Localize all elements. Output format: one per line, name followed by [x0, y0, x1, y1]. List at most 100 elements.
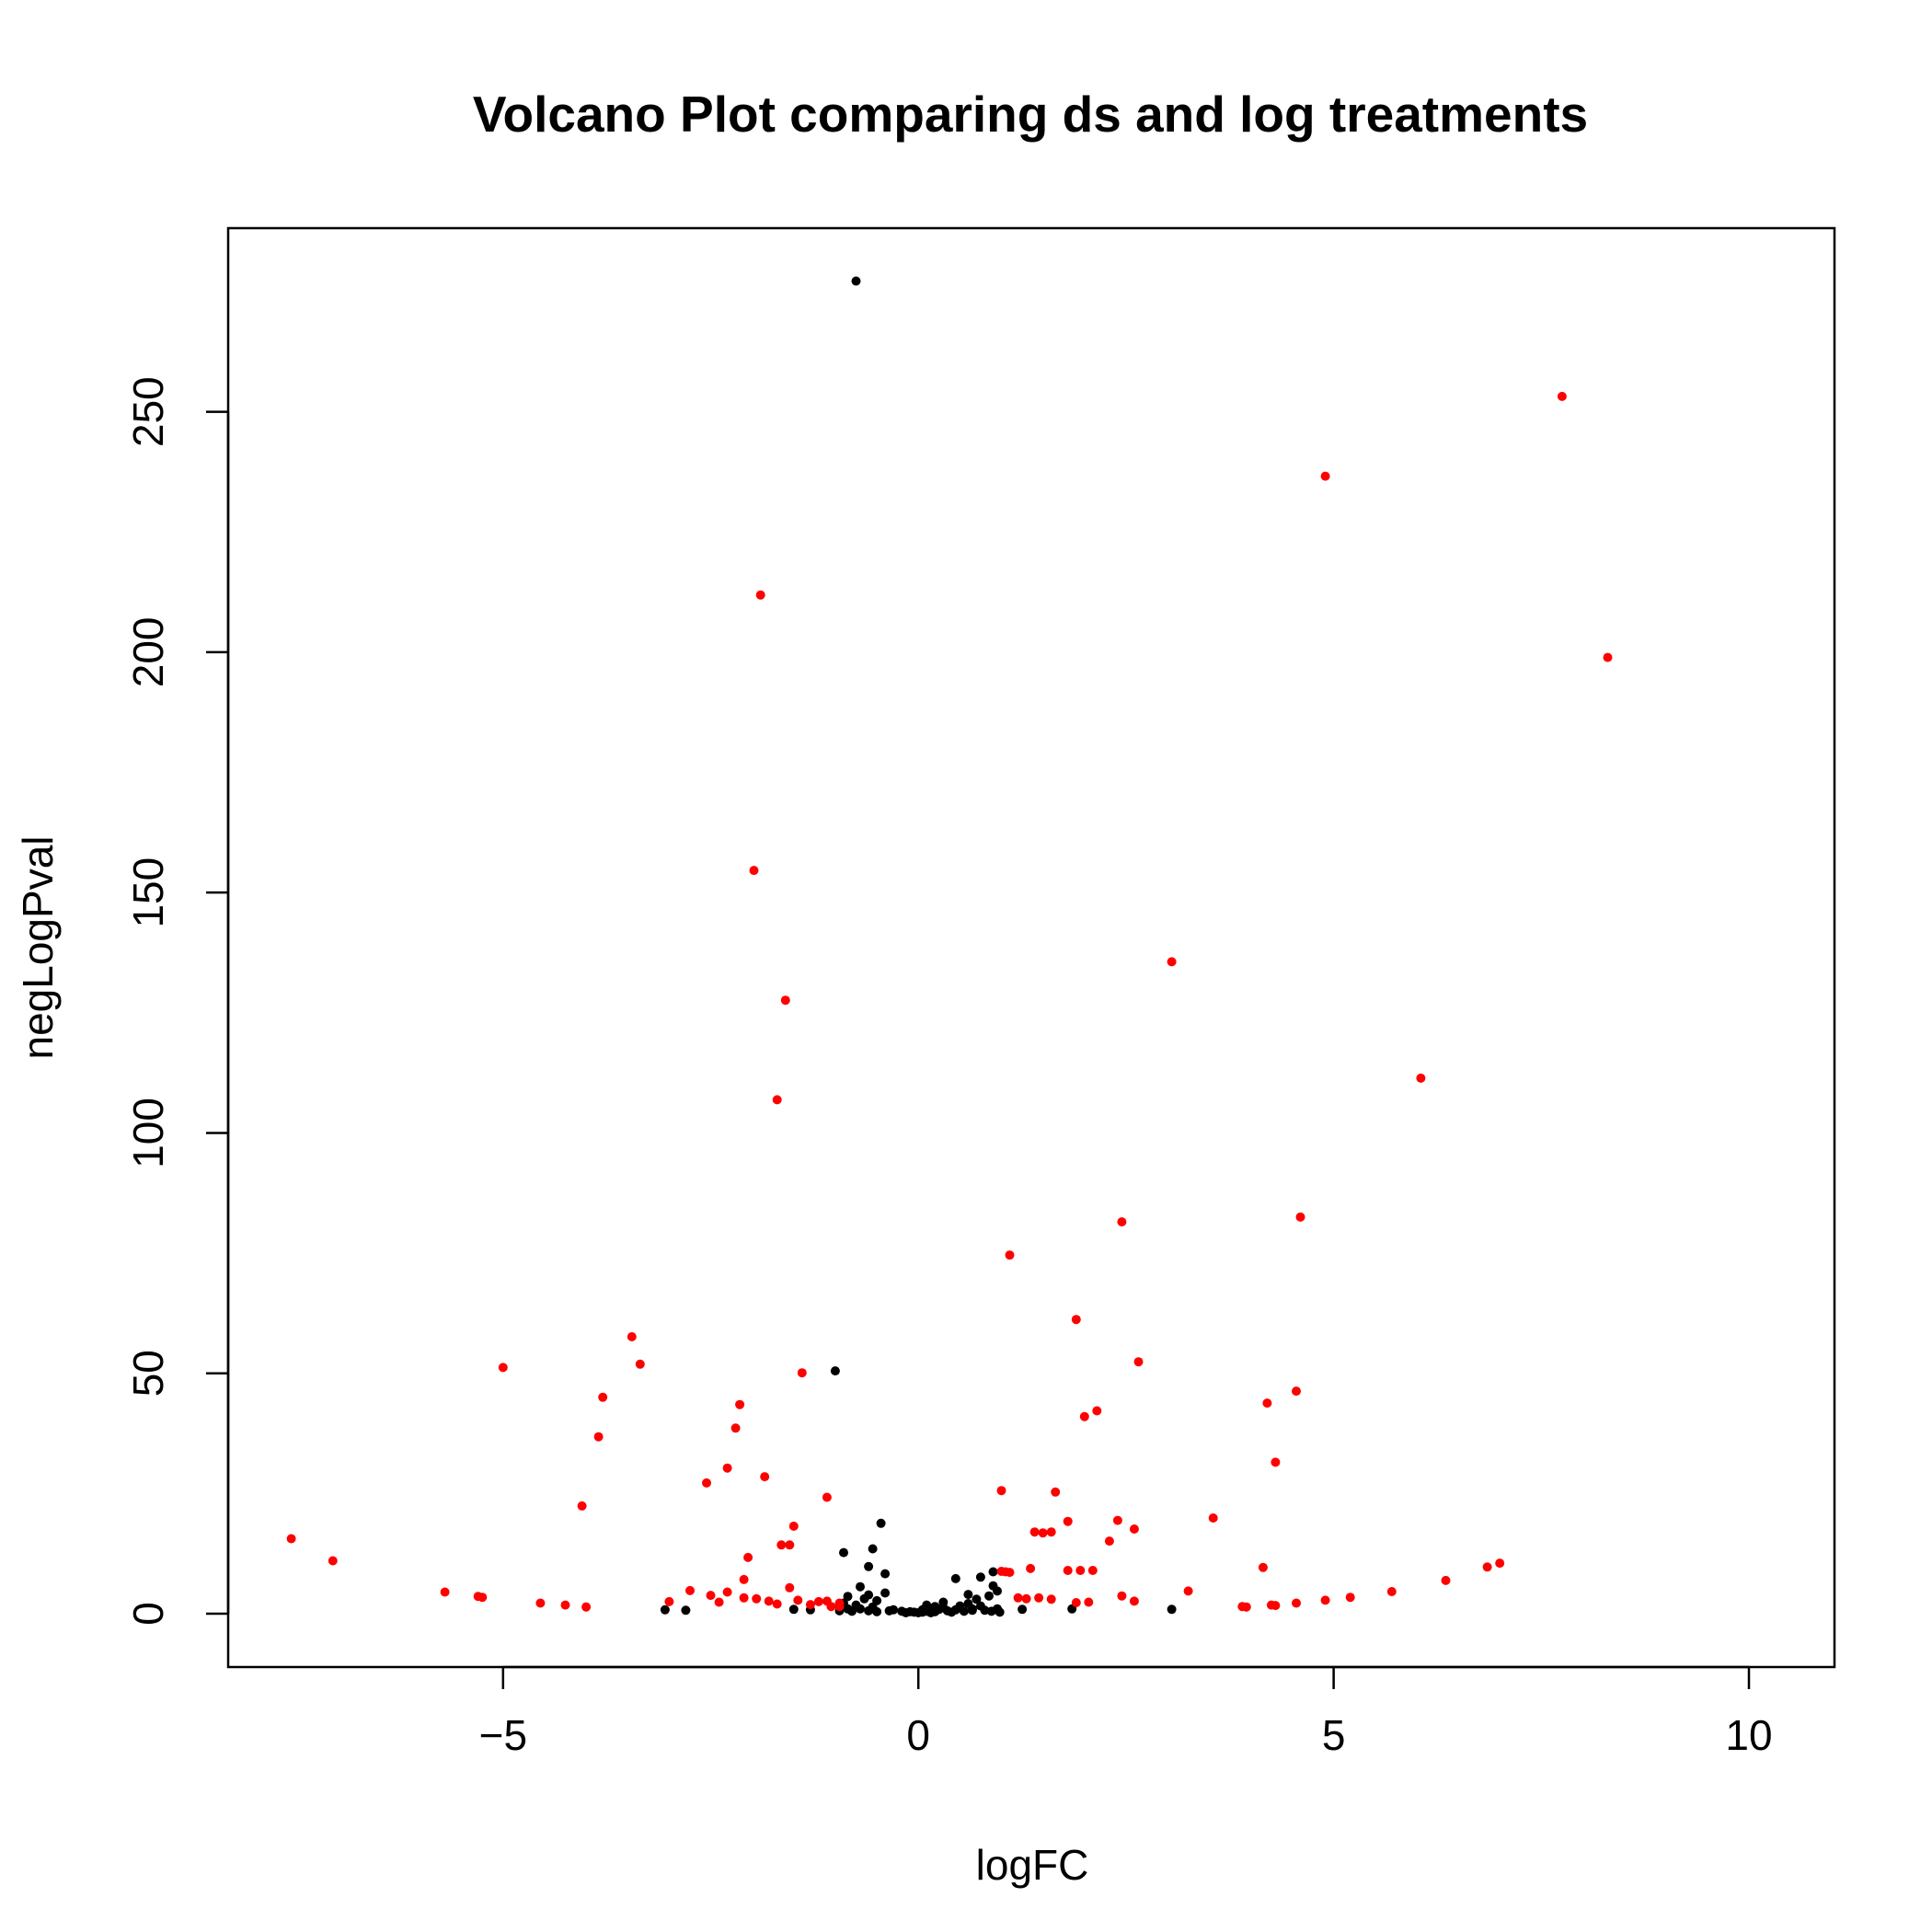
data-point [847, 1606, 857, 1616]
data-point [440, 1587, 450, 1597]
data-point [826, 1602, 836, 1612]
data-point [593, 1432, 604, 1442]
data-point [760, 1472, 770, 1482]
data-point [1167, 957, 1177, 967]
data-point [1038, 1528, 1048, 1538]
data-point [714, 1597, 724, 1607]
data-point [1029, 1527, 1040, 1537]
data-point [963, 1590, 973, 1600]
data-point [1104, 1536, 1114, 1547]
y-axis-label: negLogPval [14, 836, 62, 1060]
data-point [1320, 471, 1330, 481]
data-point [477, 1593, 488, 1603]
data-point [1262, 1398, 1272, 1409]
data-point [1292, 1386, 1301, 1397]
data-point [1021, 1593, 1031, 1604]
data-point [1018, 1604, 1028, 1615]
data-point [1075, 1566, 1086, 1575]
data-point [1046, 1527, 1056, 1537]
data-point [660, 1604, 670, 1615]
y-tick-label: 200 [124, 617, 172, 688]
data-point [1345, 1593, 1355, 1603]
data-point [1129, 1524, 1139, 1534]
data-point [685, 1585, 695, 1595]
data-point [1087, 1566, 1098, 1575]
data-point [681, 1605, 691, 1616]
data-point [1320, 1595, 1330, 1605]
data-point [739, 1593, 749, 1603]
data-point [822, 1492, 832, 1502]
data-point [975, 1572, 985, 1582]
data-point [1071, 1315, 1081, 1325]
data-point [755, 590, 765, 600]
data-point [880, 1588, 891, 1598]
y-tick-label: 250 [124, 376, 172, 447]
data-point [843, 1592, 853, 1602]
data-point [743, 1552, 753, 1562]
data-point [993, 1586, 1002, 1596]
data-point [1386, 1587, 1397, 1596]
data-point [947, 1607, 957, 1617]
data-point [581, 1602, 592, 1612]
data-point [950, 1573, 960, 1583]
plot-frame [226, 226, 1836, 1669]
data-point [776, 1540, 787, 1550]
data-point [876, 1518, 886, 1528]
data-point [560, 1600, 570, 1610]
data-point [1026, 1563, 1036, 1573]
data-point [1129, 1596, 1139, 1606]
data-point [788, 1604, 799, 1615]
data-point [752, 1593, 762, 1604]
x-axis-label: logFC [976, 1841, 1089, 1889]
data-point [856, 1581, 865, 1592]
data-point [328, 1556, 338, 1566]
data-point [901, 1608, 911, 1617]
data-point [664, 1596, 674, 1606]
data-point [635, 1359, 645, 1369]
data-point [702, 1478, 711, 1488]
data-point [1046, 1594, 1056, 1604]
data-point [772, 1095, 782, 1105]
data-point [830, 1366, 840, 1376]
data-point [1271, 1457, 1281, 1467]
data-point [735, 1399, 745, 1409]
data-point [988, 1567, 998, 1577]
data-point [788, 1521, 799, 1531]
data-points [286, 276, 1613, 1617]
data-point [1292, 1598, 1301, 1608]
data-point [864, 1561, 874, 1571]
data-point [706, 1591, 716, 1601]
y-tick-label: 0 [124, 1602, 172, 1626]
y-tick-label: 150 [124, 857, 172, 928]
chart-title: Volcano Plot comparing ds and log treatm… [473, 86, 1588, 143]
x-tick-label: 10 [1725, 1711, 1772, 1759]
data-point [1079, 1411, 1089, 1421]
data-point [772, 1599, 782, 1609]
data-point [880, 1569, 891, 1579]
x-axis: −5 0 5 10 [479, 1665, 1773, 1759]
data-point [839, 1547, 848, 1558]
x-tick-label: −5 [479, 1711, 527, 1759]
data-point [1482, 1562, 1492, 1572]
data-point [938, 1597, 949, 1607]
data-point [1183, 1586, 1193, 1596]
data-point [577, 1501, 587, 1511]
data-point [785, 1540, 795, 1550]
y-axis: 0 50 100 150 200 250 [124, 376, 230, 1626]
data-point [1441, 1575, 1451, 1585]
data-point [1063, 1516, 1073, 1526]
data-point [1603, 652, 1613, 662]
data-point [1013, 1593, 1023, 1603]
data-point [730, 1423, 741, 1433]
data-point [805, 1600, 815, 1610]
data-point [884, 1605, 894, 1616]
data-point [1416, 1073, 1426, 1083]
data-point [1241, 1602, 1251, 1612]
data-point [739, 1574, 749, 1584]
y-tick-label: 100 [124, 1098, 172, 1168]
data-point [972, 1594, 982, 1604]
data-point [1133, 1357, 1144, 1367]
data-point [1167, 1604, 1177, 1615]
data-point [1112, 1515, 1122, 1525]
